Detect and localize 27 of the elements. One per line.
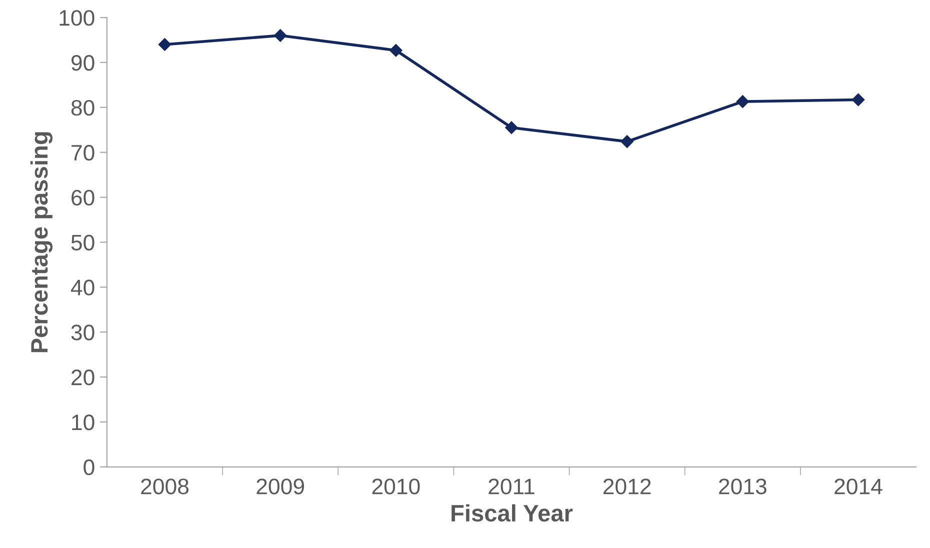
x-tick-label: 2010 (372, 478, 420, 494)
y-tick-label: 10 (72, 414, 94, 430)
y-tick-label: 20 (72, 370, 94, 386)
y-tick-label: 50 (71, 234, 94, 250)
point (736, 95, 750, 108)
y-tick-label: 0 (84, 459, 94, 476)
x-tick-label: 2009 (256, 478, 304, 494)
point (620, 135, 634, 148)
y-tick-label: 60 (72, 190, 94, 206)
point (390, 44, 402, 57)
y-tick-label: 30 (71, 324, 94, 340)
y-tick-label: 70 (72, 144, 94, 161)
y-tick-label: 90 (71, 55, 94, 71)
y-tick-label: 100 (60, 10, 94, 26)
point (158, 38, 172, 51)
x-tick-label: 2011 (488, 478, 534, 494)
x-tick-label: 2013 (719, 478, 766, 494)
y-axis-title: Percentage passing (30, 132, 53, 352)
x-tick-label: 2008 (141, 478, 188, 494)
point (852, 93, 865, 106)
y-tick-label: 40 (70, 280, 94, 296)
x-tick-label: 2012 (603, 478, 651, 494)
point (505, 121, 518, 134)
x-axis-title: Fiscal Year (452, 504, 573, 522)
y-tick-label: 80 (71, 100, 94, 116)
point (274, 29, 287, 42)
x-tick-label: 2014 (834, 478, 882, 494)
